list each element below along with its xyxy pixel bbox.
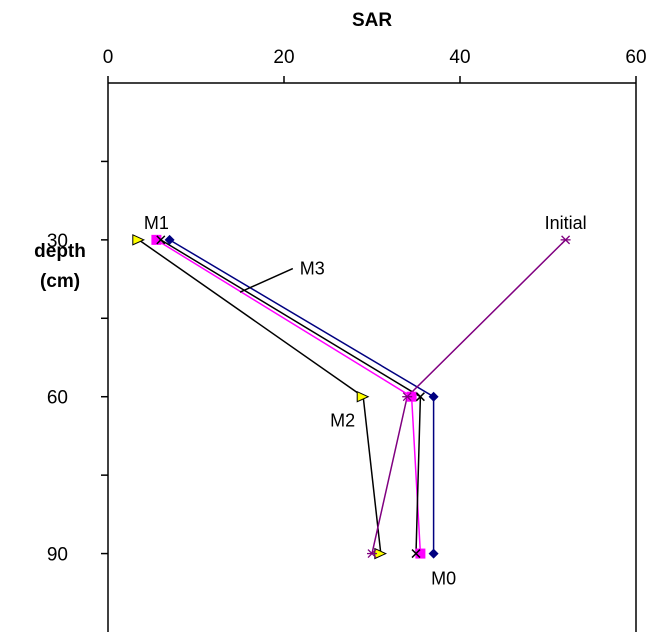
data-point-initial bbox=[402, 392, 413, 402]
data-point-m1 bbox=[151, 234, 162, 245]
series-line-m0 bbox=[169, 239, 435, 554]
series-line-initial bbox=[371, 239, 567, 554]
marker-layer bbox=[132, 234, 571, 560]
y-tick-label: 60 bbox=[47, 388, 68, 409]
series-line-m2 bbox=[138, 239, 382, 554]
series-line-m1 bbox=[156, 239, 422, 554]
data-point-m0 bbox=[428, 548, 439, 559]
x-tick-label: 20 bbox=[273, 47, 294, 68]
data-point-m2 bbox=[132, 234, 146, 246]
annotation-initial: Initial bbox=[545, 213, 587, 233]
data-point-m0 bbox=[428, 391, 439, 402]
data-point-initial bbox=[560, 235, 571, 245]
marker-stroke bbox=[156, 235, 166, 245]
data-point-m3 bbox=[156, 235, 166, 245]
x-axis-title: SAR bbox=[352, 10, 392, 31]
annotation-m3-leader bbox=[239, 267, 294, 293]
series-line-m3 bbox=[160, 239, 422, 554]
x-tick-label: 60 bbox=[625, 47, 646, 68]
series-layer bbox=[138, 239, 567, 554]
annotation-m2: M2 bbox=[330, 411, 355, 431]
data-point-m3 bbox=[411, 549, 421, 559]
data-point-initial bbox=[367, 549, 377, 559]
x-tick-label: 0 bbox=[103, 47, 114, 68]
data-point-m0 bbox=[164, 234, 175, 245]
y-tick-label: 90 bbox=[47, 545, 68, 566]
y-tick-label: 30 bbox=[47, 231, 68, 252]
axes: 0 20 40 60 30 60 90 bbox=[47, 47, 647, 632]
data-point-m1 bbox=[415, 548, 426, 559]
data-point-m3 bbox=[415, 392, 425, 402]
annotation-m1: M1 bbox=[144, 213, 169, 233]
marker-stroke bbox=[415, 392, 425, 402]
marker-stroke bbox=[411, 549, 421, 559]
y-axis-title-unit: (cm) bbox=[40, 271, 80, 292]
data-point-m2 bbox=[356, 390, 370, 403]
x-tick-label: 40 bbox=[449, 47, 470, 68]
annotation-m0: M0 bbox=[431, 569, 456, 589]
y-axis-title: depth bbox=[34, 241, 86, 262]
annotation-m3: M3 bbox=[300, 259, 325, 279]
annotation-layer: M1 M3 Initial M2 M0 bbox=[144, 213, 587, 589]
